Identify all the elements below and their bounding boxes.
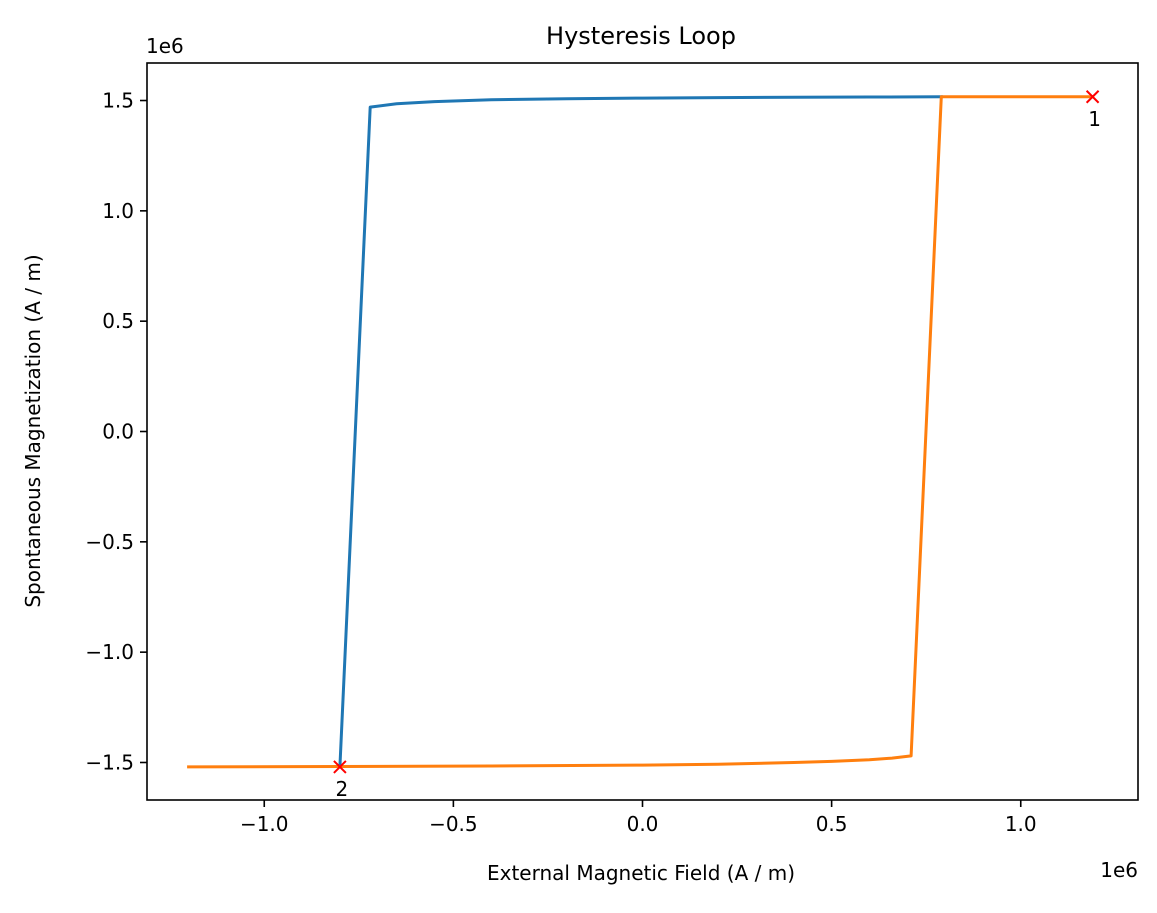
y-axis-label: Spontaneous Magnetization (A / m) [21,254,45,607]
x-tick-label-1: −0.5 [429,812,478,836]
x-tick-label-0: −1.0 [240,812,289,836]
y-tick-label-2: −0.5 [85,530,134,554]
y-tick-label-3: 0.0 [102,420,134,444]
x-tick-label-3: 0.5 [816,812,848,836]
y-tick-label-1: −1.0 [85,640,134,664]
x-tick-label-2: 0.0 [627,812,659,836]
y-tick-label-5: 1.0 [102,199,134,223]
marker-1 [1085,90,1100,104]
y-tick-label-4: 0.5 [102,309,134,333]
x-offset-label: 1e6 [1100,858,1138,882]
x-tick-label-4: 1.0 [1005,812,1037,836]
x-axis-label: External Magnetic Field (A / m) [487,861,795,885]
y-tick-label-6: 1.5 [102,89,134,113]
marker-label-2: 2 [336,777,349,801]
chart-title: Hysteresis Loop [546,22,736,50]
series-line-2 [187,95,1095,769]
y-offset-label: 1e6 [146,34,184,58]
y-tick-label-0: −1.5 [85,750,134,774]
plot-frame [146,62,1139,801]
plot-layer: 1 2 −1.0 −0.5 0.0 0.5 1.0 −1.5 −1.0 −0.5 0.0 0.5 1.0… [85,62,1139,836]
marker-label-1: 1 [1088,107,1101,131]
marker-2 [333,760,347,774]
series-line-1 [338,95,943,769]
